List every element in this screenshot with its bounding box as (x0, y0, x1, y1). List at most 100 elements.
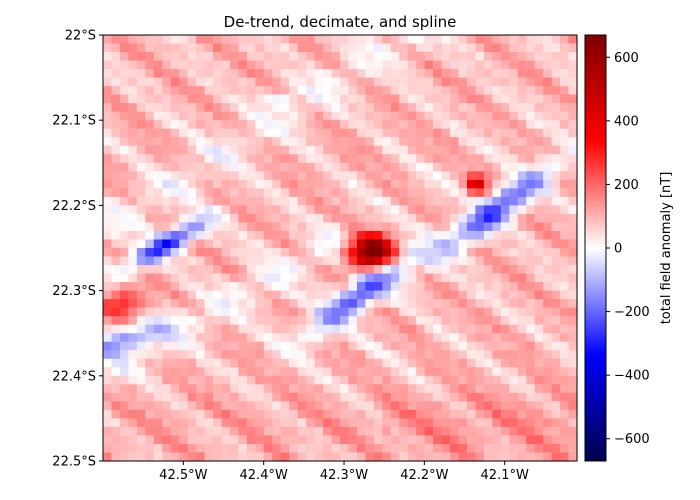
heatmap-cell (246, 196, 256, 206)
heatmap-cell (272, 222, 282, 232)
heatmap-cell (229, 154, 240, 164)
heatmap-cell (526, 239, 536, 249)
heatmap-cell (187, 367, 197, 377)
heatmap-cell (356, 60, 366, 70)
heatmap-cell (348, 358, 358, 368)
heatmap-cell (221, 128, 231, 138)
heatmap-cell (153, 418, 163, 428)
heatmap-cell (365, 179, 375, 189)
heatmap-cell (492, 443, 502, 454)
heatmap-cell (272, 409, 282, 419)
heatmap-cell (323, 103, 333, 113)
heatmap-cell (153, 316, 163, 326)
heatmap-cell (466, 120, 477, 130)
heatmap-cell (458, 154, 468, 164)
heatmap-cell (136, 435, 146, 445)
heatmap-cell (289, 69, 299, 79)
heatmap-cell (255, 120, 265, 130)
heatmap-cell (280, 401, 290, 411)
heatmap-cell (492, 171, 502, 181)
heatmap-cell (517, 196, 527, 206)
heatmap-cell (492, 341, 502, 351)
heatmap-cell (509, 375, 519, 385)
heatmap-cell (534, 213, 544, 224)
heatmap-cell (246, 188, 256, 198)
heatmap-cell (543, 128, 553, 138)
heatmap-cell (306, 299, 316, 309)
colorbar-tick-label: −600 (614, 432, 650, 447)
heatmap-cell (568, 94, 578, 104)
heatmap-cell (255, 103, 265, 113)
heatmap-cell (517, 171, 527, 181)
heatmap-cell (272, 213, 282, 224)
heatmap-cell (483, 35, 493, 45)
heatmap-cell (213, 145, 223, 155)
heatmap-cell (221, 43, 231, 53)
heatmap-cell (340, 213, 350, 224)
heatmap-cell (263, 171, 273, 181)
heatmap-cell (450, 111, 460, 121)
heatmap-cell (111, 205, 121, 215)
heatmap-cell (272, 418, 282, 428)
heatmap-cell (119, 120, 129, 130)
heatmap-cell (238, 171, 248, 181)
heatmap-cell (213, 171, 223, 181)
heatmap-cell (534, 52, 544, 62)
heatmap-cell (407, 273, 417, 283)
heatmap-cell (441, 205, 451, 215)
heatmap-cell (323, 35, 333, 45)
heatmap-cell (229, 273, 240, 283)
heatmap-cell (356, 35, 366, 45)
heatmap-cell (221, 350, 231, 360)
heatmap-cell (272, 307, 282, 317)
heatmap-cell (407, 418, 417, 428)
heatmap-cell (500, 154, 510, 164)
heatmap-cell (196, 375, 206, 385)
heatmap-cell (179, 409, 189, 419)
heatmap-cell (119, 162, 129, 172)
heatmap-cell (543, 69, 553, 79)
heatmap-cell (551, 273, 561, 283)
heatmap-cell (526, 196, 536, 206)
heatmap-cell (424, 350, 434, 360)
heatmap-cell (306, 290, 316, 300)
heatmap-cell (331, 392, 341, 402)
heatmap-cell (500, 111, 510, 121)
heatmap-cell (246, 137, 256, 147)
heatmap-cell (263, 86, 273, 96)
heatmap-cell (136, 205, 146, 215)
heatmap-cell (466, 94, 477, 104)
heatmap-cell (289, 452, 299, 462)
heatmap-cell (255, 52, 265, 62)
heatmap-cell (492, 409, 502, 419)
heatmap-cell (170, 230, 180, 241)
heatmap-cell (551, 52, 561, 62)
heatmap-cell (153, 401, 163, 411)
heatmap-cell (246, 435, 256, 445)
heatmap-cell (103, 103, 113, 113)
heatmap-cell (280, 239, 290, 249)
heatmap-cell (466, 341, 477, 351)
heatmap-cell (103, 43, 113, 53)
heatmap-cell (263, 205, 273, 215)
heatmap-cell (289, 35, 299, 45)
heatmap-cell (509, 401, 519, 411)
heatmap-cell (238, 290, 248, 300)
heatmap-cell (356, 273, 366, 283)
heatmap-cell (509, 324, 519, 334)
heatmap-cell (551, 333, 561, 343)
heatmap-cell (196, 128, 206, 138)
heatmap-cell (517, 401, 527, 411)
heatmap-cell (196, 69, 206, 79)
heatmap-cell (221, 35, 231, 45)
heatmap-cell (543, 384, 553, 394)
heatmap-cell (196, 213, 206, 224)
heatmap-cell (373, 205, 383, 215)
heatmap-cell (196, 265, 206, 275)
heatmap-cell (517, 43, 527, 53)
heatmap-cell (441, 43, 451, 53)
heatmap-cell (204, 239, 214, 249)
heatmap-cell (365, 171, 375, 181)
heatmap-cell (263, 196, 273, 206)
heatmap-cell (509, 350, 519, 360)
